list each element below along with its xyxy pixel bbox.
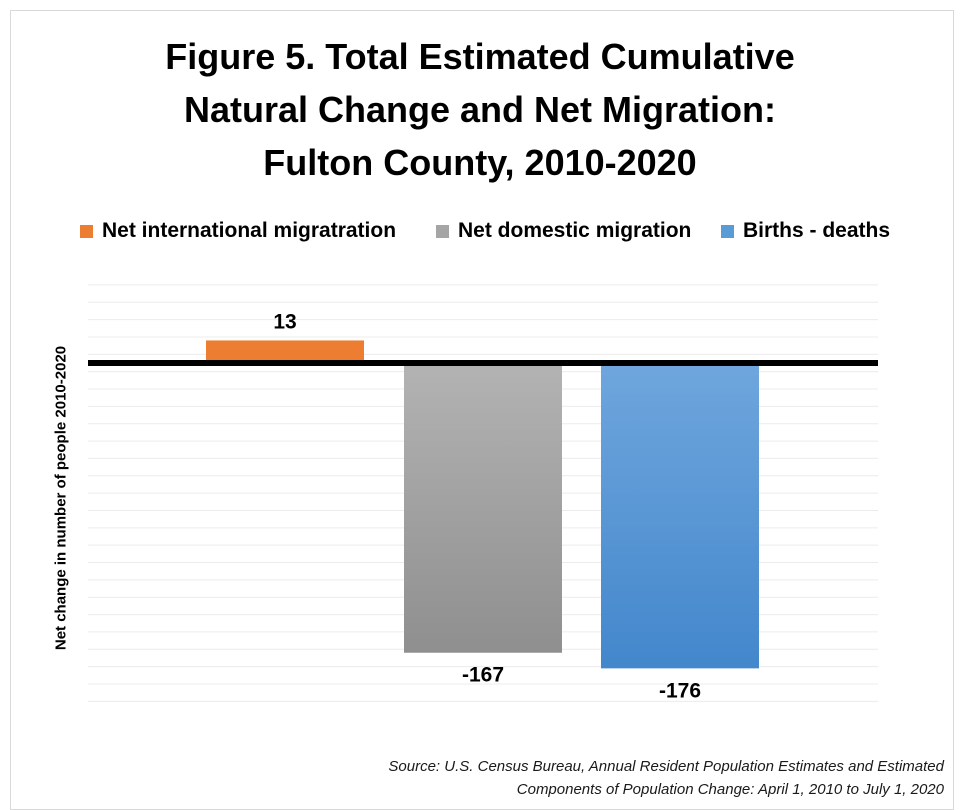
bar-domestic	[404, 363, 562, 653]
chart-title: Figure 5. Total Estimated Cumulative Nat…	[40, 30, 920, 189]
bar-chart: 13 -167 -176	[88, 284, 878, 702]
legend-item-births-deaths: Births - deaths	[721, 216, 890, 246]
source-line-2: Components of Population Change: April 1…	[516, 781, 944, 798]
title-line-2: Natural Change and Net Migration:	[183, 89, 777, 130]
legend-swatch-domestic	[436, 224, 449, 238]
chart-legend: Net international migratration Net domes…	[0, 216, 960, 246]
legend-label-domestic: Net domestic migration	[458, 219, 692, 242]
legend-label-births-deaths: Births - deaths	[743, 219, 891, 242]
source-note: Source: U.S. Census Bureau, Annual Resid…	[388, 755, 944, 801]
bar-births-deaths	[601, 363, 759, 669]
bars	[206, 340, 759, 669]
data-label-international: 13	[273, 310, 296, 333]
legend-item-domestic: Net domestic migration	[436, 216, 691, 246]
data-label-births-deaths: -176	[659, 679, 701, 702]
legend-swatch-births-deaths	[721, 224, 734, 238]
title-line-1: Figure 5. Total Estimated Cumulative	[165, 36, 795, 77]
data-label-domestic: -167	[462, 664, 504, 687]
legend-swatch-international	[80, 224, 93, 238]
title-line-3: Fulton County, 2010-2020	[263, 142, 697, 183]
bar-international	[206, 340, 364, 363]
legend-label-international: Net international migratration	[102, 219, 397, 242]
data-labels: 13 -167 -176	[273, 310, 701, 702]
source-line-1: Source: U.S. Census Bureau, Annual Resid…	[388, 758, 944, 775]
legend-item-international: Net international migratration	[80, 216, 396, 246]
